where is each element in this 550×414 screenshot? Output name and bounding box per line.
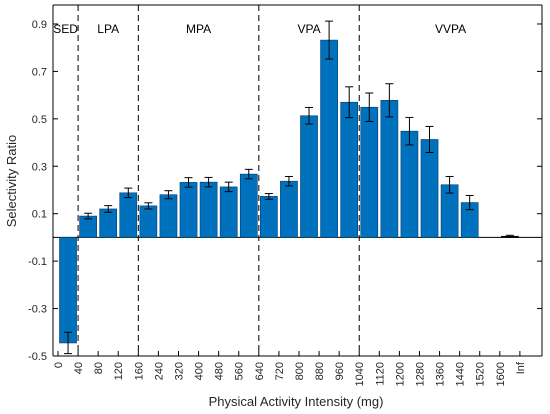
x-tick-label: 1360 — [435, 362, 447, 386]
y-tick-label: -0.3 — [28, 304, 47, 316]
bar — [381, 100, 398, 237]
x-tick-label: 40 — [73, 362, 85, 374]
x-tick-label: 240 — [153, 362, 165, 380]
bar — [60, 237, 77, 343]
x-tick-label: Inf — [515, 361, 527, 374]
region-label: VVPA — [435, 22, 466, 36]
x-tick-label: 160 — [133, 362, 145, 380]
bar — [140, 206, 157, 238]
x-tick-label: 1280 — [414, 362, 426, 386]
bar — [180, 182, 197, 237]
x-tick-label: 1520 — [475, 362, 487, 386]
x-tick-label: 720 — [274, 362, 286, 380]
region-label: MPA — [186, 22, 211, 36]
x-tick-label: 80 — [93, 362, 105, 374]
y-axis-title: Selectivity Ratio — [4, 135, 19, 227]
bar — [260, 196, 277, 237]
plot-area: SED LPA MPA VPA VVPA-0.5-0.3-0.10.10.30.50.7… — [28, 5, 542, 386]
bar — [361, 107, 378, 237]
y-tick-label: 0.9 — [32, 19, 47, 31]
y-tick-label: -0.1 — [28, 256, 47, 268]
bar — [401, 131, 418, 237]
x-tick-label: 120 — [113, 362, 125, 380]
bar — [421, 139, 438, 237]
bar — [160, 195, 177, 238]
y-tick-label: 0.5 — [32, 114, 47, 126]
bar — [341, 102, 358, 237]
bar — [300, 116, 317, 238]
x-tick-label: 880 — [314, 362, 326, 380]
x-tick-label: 320 — [173, 362, 185, 380]
region-label: LPA — [97, 22, 119, 36]
bar — [280, 181, 297, 237]
bar — [200, 182, 217, 237]
x-tick-label: 800 — [294, 362, 306, 380]
y-tick-label: 0.3 — [32, 161, 47, 173]
x-tick-label: 1200 — [394, 362, 406, 386]
x-axis-title: Physical Activity Intensity (mg) — [209, 394, 384, 409]
bar — [100, 209, 117, 237]
x-tick-label: 560 — [234, 362, 246, 380]
y-tick-label: 0.7 — [32, 66, 47, 78]
x-tick-label: 1040 — [354, 362, 366, 386]
x-tick-label: 400 — [194, 362, 206, 380]
x-tick-label: 1600 — [495, 362, 507, 386]
x-tick-label: 0 — [53, 362, 65, 368]
x-tick-label: 960 — [334, 362, 346, 380]
bar — [240, 174, 257, 237]
x-tick-label: 1440 — [455, 362, 467, 386]
y-tick-label: -0.5 — [28, 351, 47, 363]
region-label: VPA — [297, 22, 320, 36]
bar — [120, 193, 137, 238]
bar — [321, 40, 338, 237]
bar — [220, 187, 237, 238]
x-tick-label: 640 — [254, 362, 266, 380]
x-tick-label: 1120 — [374, 362, 386, 386]
y-tick-label: 0.1 — [32, 209, 47, 221]
x-tick-label: 480 — [214, 362, 226, 380]
